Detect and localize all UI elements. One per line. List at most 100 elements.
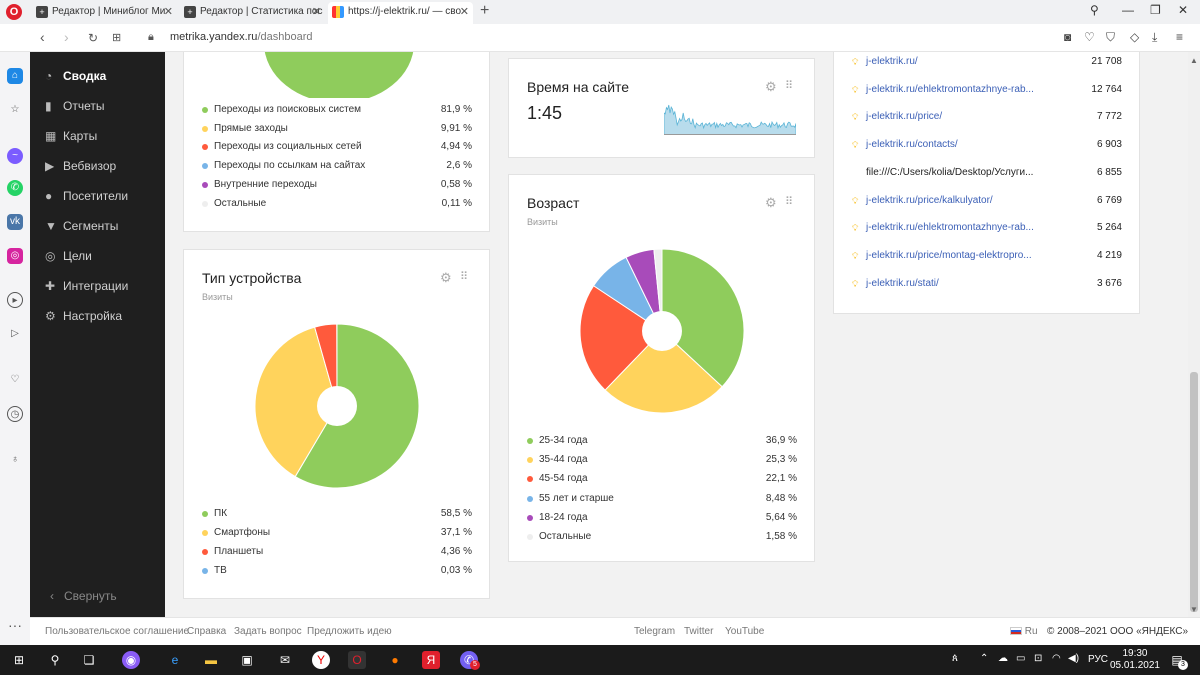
windows-start-icon[interactable]: ⊞: [13, 653, 25, 667]
page-url[interactable]: j-elektrik.ru/: [866, 56, 918, 67]
history-icon[interactable]: ◷: [7, 406, 23, 422]
footer-link-twitter[interactable]: Twitter: [684, 626, 714, 637]
pie-slice[interactable]: [661, 248, 745, 388]
more-icon[interactable]: ···: [8, 617, 22, 633]
pie-slice[interactable]: [294, 323, 420, 489]
wifi-icon[interactable]: ◠: [1052, 653, 1061, 664]
pie-slice[interactable]: [254, 326, 338, 478]
language-selector[interactable]: Ru: [1010, 626, 1038, 637]
browser-tab-active[interactable]: https://j-elektrik.ru/ — сво ✕: [328, 2, 473, 24]
sidebar-item-reports[interactable]: ▮ Отчеты: [45, 97, 160, 115]
drag-handle-icon[interactable]: ⠿: [785, 196, 793, 208]
legend-row[interactable]: 25-34 года 36,9 %: [527, 434, 797, 448]
speed-dial-icon[interactable]: ⊞: [112, 32, 122, 44]
scroll-thumb[interactable]: [1190, 372, 1198, 612]
close-icon[interactable]: ✕: [459, 6, 469, 18]
gear-icon[interactable]: ⚙: [440, 270, 452, 285]
shield-icon[interactable]: ⛉: [1106, 30, 1116, 44]
viber-icon[interactable]: ✆ 5: [460, 651, 480, 670]
sidebar-item-maps[interactable]: ▦ Карты: [45, 127, 160, 145]
page-row[interactable]: 💡︎ j-elektrik.ru/ehlektromontazhnye-rab..…: [852, 221, 1122, 235]
scroll-down-icon[interactable]: ▼: [1190, 605, 1198, 614]
lightbulb-icon[interactable]: ♁: [11, 454, 19, 465]
close-window-icon[interactable]: ✕: [1178, 3, 1189, 17]
usb-icon[interactable]: ⊡: [1034, 653, 1043, 664]
legend-row[interactable]: 18-24 года 5,64 %: [527, 511, 797, 525]
firefox-icon[interactable]: ●: [391, 653, 399, 667]
page-row[interactable]: file:///C:/Users/kolia/Desktop/Услуги...…: [852, 166, 1122, 180]
opera-logo-icon[interactable]: O: [6, 4, 22, 20]
maximize-icon[interactable]: ❐: [1150, 3, 1161, 17]
camera-icon[interactable]: ◙: [1064, 30, 1072, 44]
page-row[interactable]: 💡︎ j-elektrik.ru/price/7 772: [852, 110, 1122, 124]
close-icon[interactable]: ✕: [311, 6, 321, 18]
pie-slice[interactable]: [604, 330, 723, 414]
back-icon[interactable]: ‹: [40, 29, 45, 45]
search-icon[interactable]: ⚲: [50, 653, 60, 667]
player-icon[interactable]: ▸: [7, 292, 23, 308]
people-icon[interactable]: ጰ: [952, 653, 958, 664]
network-icon[interactable]: ☁: [998, 653, 1008, 664]
legend-row[interactable]: Остальные 0,11 %: [202, 197, 472, 211]
heart-icon[interactable]: ♡: [1084, 30, 1095, 44]
collapse-sidebar-button[interactable]: ‹ Свернуть: [50, 589, 117, 603]
close-icon[interactable]: ✕: [163, 6, 173, 18]
pie-slice[interactable]: [579, 285, 663, 391]
send-icon[interactable]: ▷: [11, 328, 19, 339]
reload-icon[interactable]: ↻: [88, 31, 99, 45]
page-url[interactable]: j-elektrik.ru/price/kalkulyator/: [866, 194, 993, 206]
page-url[interactable]: j-elektrik.ru/price/: [866, 111, 943, 123]
legend-row[interactable]: 55 лет и старше 8,48 %: [527, 492, 797, 506]
star-icon[interactable]: ☆: [10, 104, 20, 115]
volume-icon[interactable]: ◀): [1068, 653, 1080, 664]
page-row[interactable]: 💡︎ j-elektrik.ru/ehlektromontazhnye-rab..…: [852, 83, 1122, 97]
sidebar-item-settings[interactable]: ⚙ Настройка: [45, 307, 160, 325]
footer-link-telegram[interactable]: Telegram: [634, 626, 676, 637]
page-url[interactable]: j-elektrik.ru/contacts/: [866, 139, 958, 151]
clock[interactable]: 19:30 05.01.2021: [1110, 648, 1160, 672]
minimize-icon[interactable]: —: [1122, 3, 1134, 17]
sidebar-item-webvisor[interactable]: ▶ Вебвизор: [45, 157, 160, 175]
sidebar-item-goals[interactable]: ◎ Цели: [45, 247, 160, 265]
new-tab-icon[interactable]: +: [480, 2, 490, 19]
forward-icon[interactable]: ›: [64, 29, 69, 45]
legend-row[interactable]: Внутренние переходы 0,58 %: [202, 178, 472, 192]
drag-handle-icon[interactable]: ⠿: [785, 80, 793, 92]
store-icon[interactable]: ▣: [241, 653, 253, 667]
alice-icon[interactable]: ◉: [122, 651, 140, 669]
yandex-icon[interactable]: Я: [422, 651, 440, 669]
opera-taskbar-icon[interactable]: O: [348, 651, 366, 669]
scrollbar[interactable]: ▲ ▼: [1188, 52, 1200, 617]
page-row[interactable]: 💡︎ j-elektrik.ru/21 708: [852, 55, 1122, 69]
pie-slice[interactable]: [653, 248, 663, 332]
task-view-icon[interactable]: ❏: [83, 653, 95, 667]
search-tabs-icon[interactable]: ⚲: [1090, 3, 1099, 17]
drag-handle-icon[interactable]: ⠿: [460, 271, 468, 283]
gear-icon[interactable]: ⚙: [765, 195, 777, 210]
input-language[interactable]: РУС: [1088, 654, 1109, 665]
heart-icon[interactable]: ♡: [10, 374, 20, 385]
sidebar-item-segments[interactable]: ▼ Сегменты: [45, 217, 160, 235]
legend-row[interactable]: Переходы из поисковых систем 81,9 %: [202, 103, 472, 117]
url-field[interactable]: metrika.yandex.ru/dashboard: [170, 31, 312, 43]
mail-icon[interactable]: ✉: [279, 653, 291, 667]
legend-row[interactable]: Прямые заходы 9,91 %: [202, 122, 472, 136]
battery-icon[interactable]: ▭: [1016, 653, 1026, 664]
sidebar-item-integrations[interactable]: ✚ Интеграции: [45, 277, 160, 295]
page-row[interactable]: 💡︎ j-elektrik.ru/price/kalkulyator/6 769: [852, 194, 1122, 208]
browser-tab[interactable]: + Редактор | Миниблог Ми ✕: [32, 2, 177, 24]
gear-icon[interactable]: ⚙: [765, 79, 777, 94]
page-url[interactable]: j-elektrik.ru/ehlektromontazhnye-rab...: [866, 83, 1034, 95]
legend-row[interactable]: Переходы по ссылкам на сайтах 2,6 %: [202, 159, 472, 173]
menu-icon[interactable]: ≡: [1176, 30, 1184, 44]
legend-row[interactable]: Остальные 1,58 %: [527, 530, 797, 544]
footer-link-ask[interactable]: Задать вопрос: [234, 626, 302, 637]
sidebar-item-summary[interactable]: ◔ Сводка: [45, 67, 160, 85]
footer-link-help[interactable]: Справка: [187, 626, 227, 637]
page-url[interactable]: j-elektrik.ru/stati/: [866, 277, 939, 289]
legend-row[interactable]: Переходы из социальных сетей 4,94 %: [202, 140, 472, 154]
browser-tab[interactable]: + Редактор | Статистика пос ✕: [180, 2, 325, 24]
legend-row[interactable]: Смартфоны 37,1 %: [202, 526, 472, 540]
page-url[interactable]: j-elektrik.ru/price/montag-elektropro...: [866, 249, 1032, 261]
page-row[interactable]: 💡︎ j-elektrik.ru/stati/3 676: [852, 277, 1122, 291]
